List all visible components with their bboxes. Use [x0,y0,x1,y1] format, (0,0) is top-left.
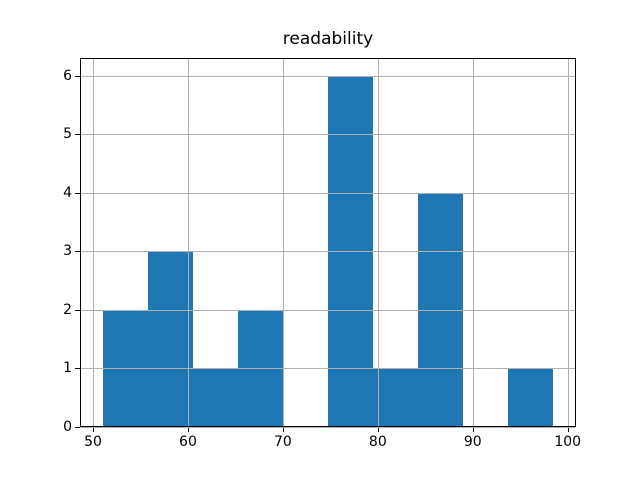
gridline-vertical [282,58,284,427]
x-tick-label: 50 [84,434,102,450]
histogram-bar [373,368,419,427]
plot-border [80,58,576,427]
gridline-vertical [567,58,569,427]
histogram-bar [192,368,238,427]
gridline-horizontal [80,368,576,370]
y-tick-label: 3 [63,243,72,260]
y-tick-mark [75,192,80,194]
gridline-horizontal [80,251,576,253]
grid-layer [80,58,576,428]
y-tick-label: 6 [63,67,72,84]
gridline-vertical [472,58,474,427]
y-tick-label: 1 [63,360,72,377]
x-tick-mark [472,427,474,432]
x-tick-mark [377,427,379,432]
plot-area [80,58,576,428]
gridline-horizontal [80,427,576,428]
y-tick-mark [75,427,80,428]
gridline-vertical [93,58,95,427]
x-tick-label: 60 [179,434,197,450]
gridline-vertical [187,58,189,427]
y-tick-mark [75,75,80,77]
x-tick-mark [93,427,95,432]
x-tick-label: 100 [554,434,582,450]
histogram-bar [147,251,193,427]
gridline-horizontal [80,134,576,136]
histogram-bar [508,368,554,427]
y-tick-mark [75,251,80,253]
y-tick-mark [75,134,80,136]
x-tick-label: 90 [463,434,482,450]
x-tick-label: 70 [273,434,292,450]
gridline-vertical [377,58,379,427]
y-tick-label: 0 [63,419,72,435]
y-tick-mark [75,368,80,370]
gridline-horizontal [80,192,576,194]
x-tick-mark [187,427,189,432]
gridline-horizontal [80,75,576,77]
y-tick-label: 4 [63,184,72,201]
y-tick-label: 2 [63,301,72,318]
y-tick-label: 5 [63,126,72,143]
x-tick-mark [567,427,569,432]
gridline-horizontal [80,309,576,311]
chart-title: readability [282,29,374,49]
y-tick-mark [75,309,80,311]
x-tick-label: 80 [368,434,387,450]
x-tick-mark [282,427,284,432]
